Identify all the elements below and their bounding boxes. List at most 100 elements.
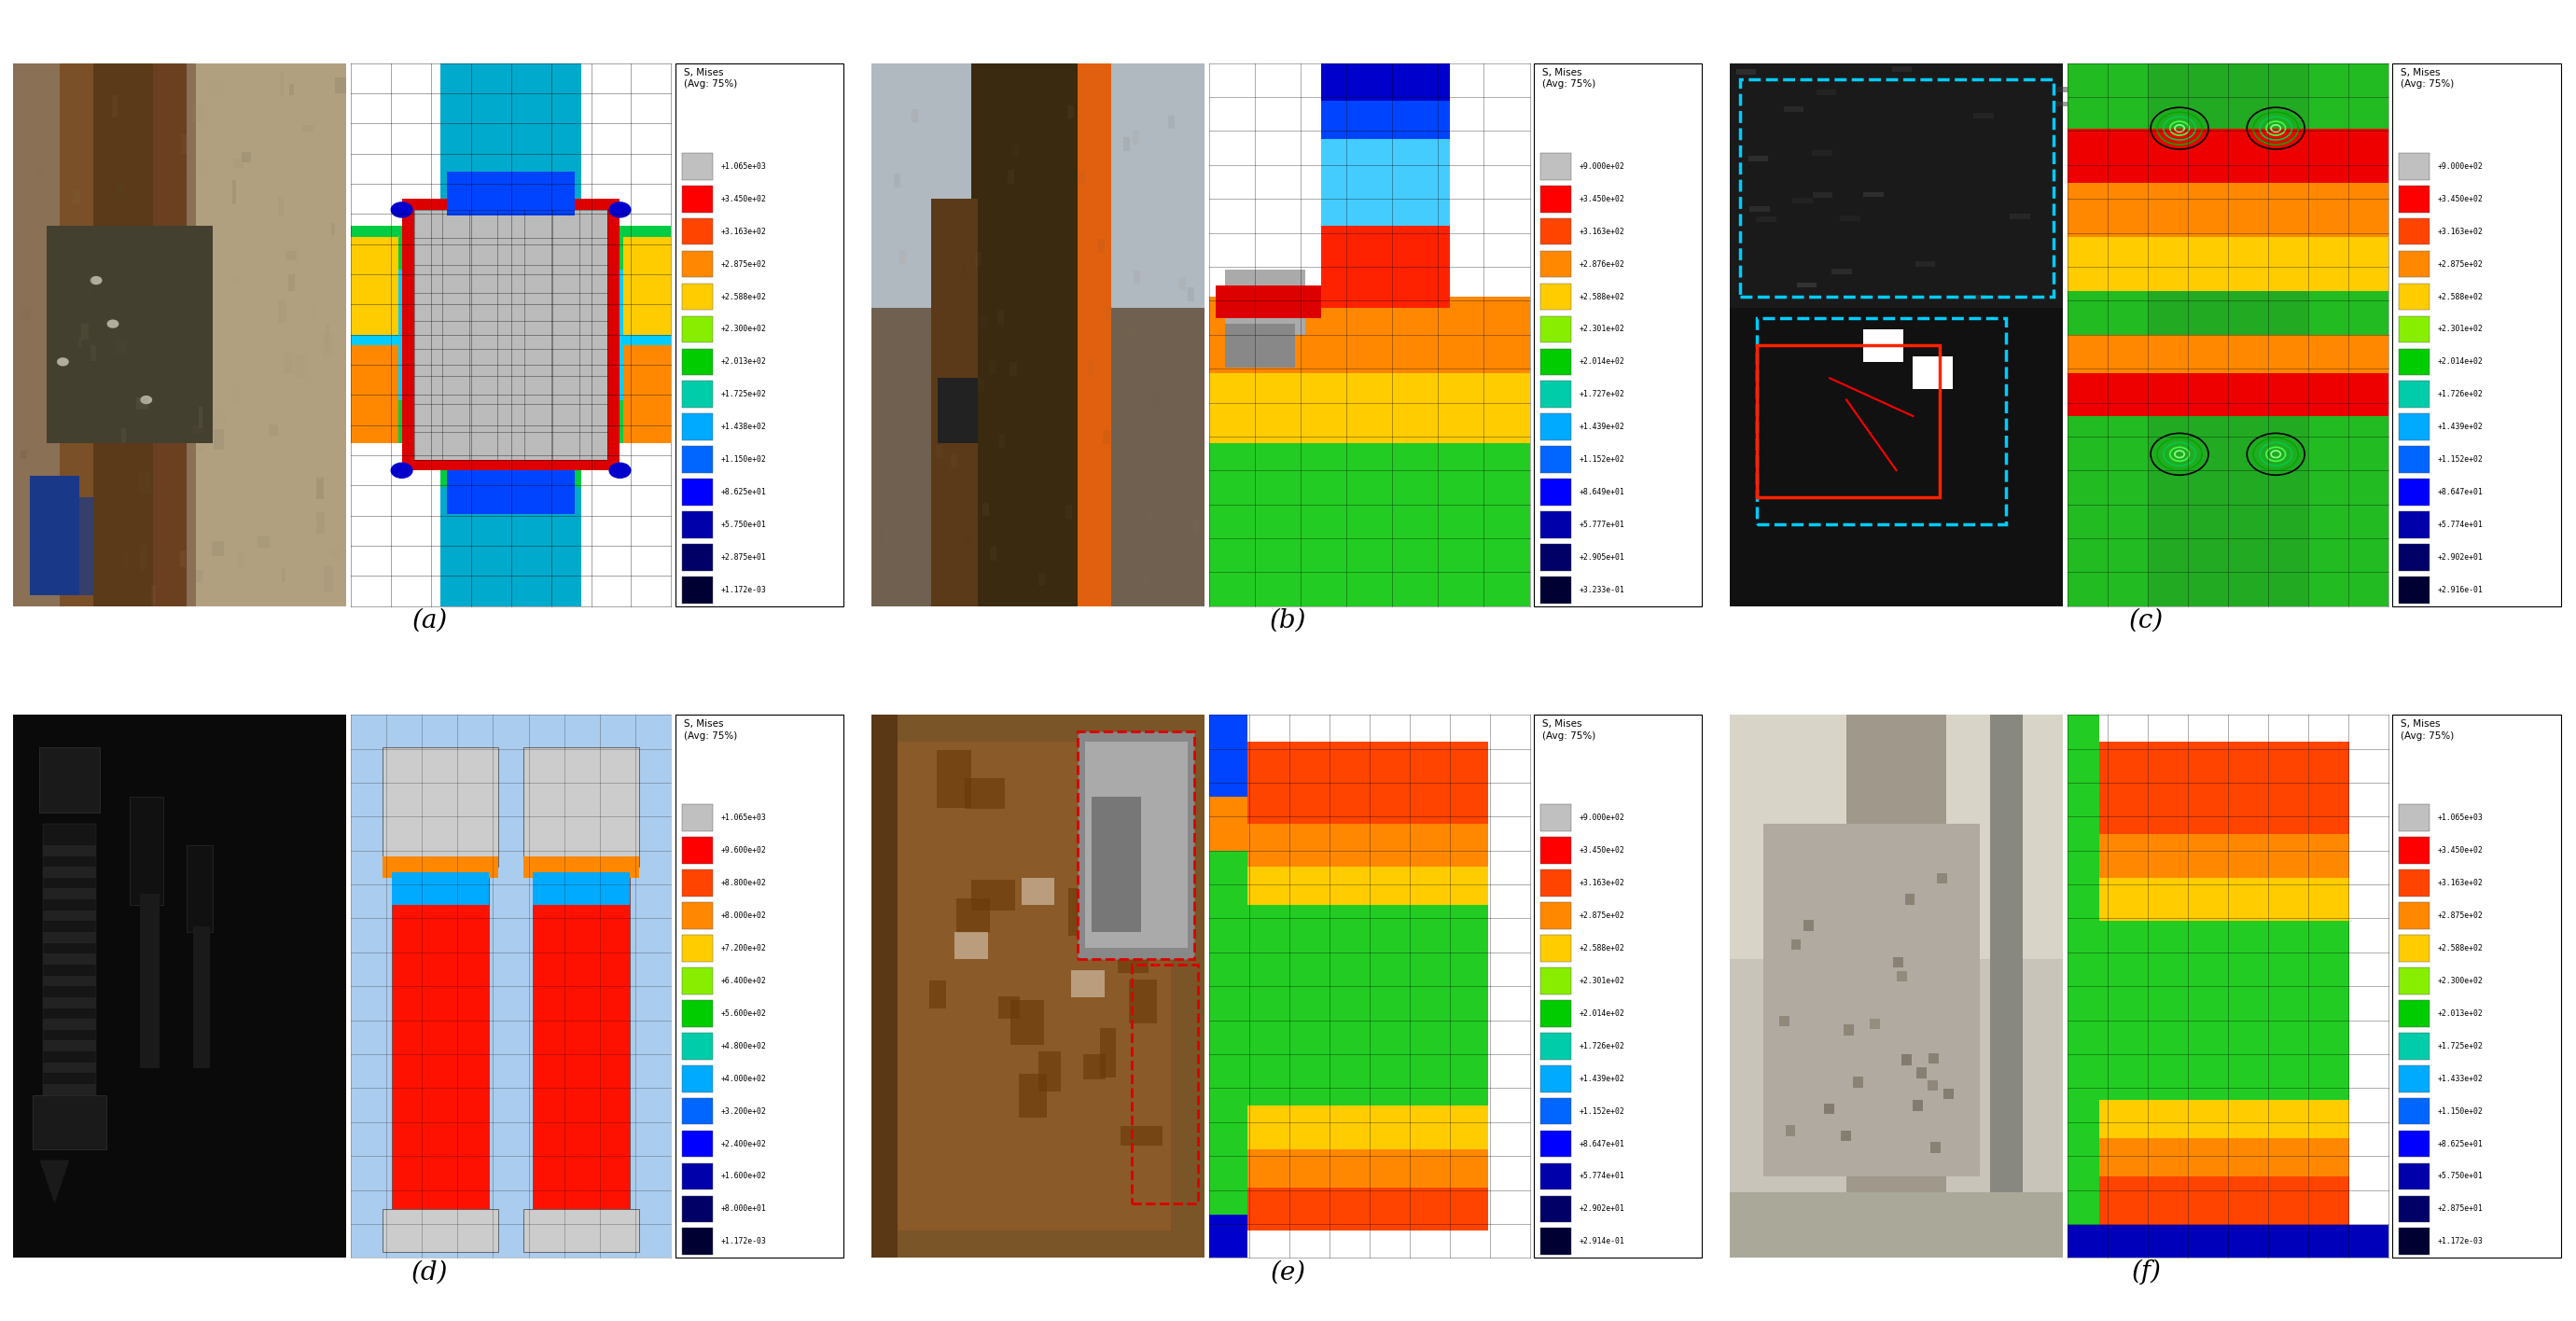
Text: (f): (f): [2130, 1259, 2161, 1285]
Bar: [1798, 283, 1816, 288]
Bar: [871, 715, 899, 1258]
Bar: [193, 103, 204, 122]
Bar: [180, 133, 188, 155]
Bar: [1870, 1018, 1880, 1029]
Bar: [152, 585, 155, 605]
Text: +8.800e+02: +8.800e+02: [721, 878, 768, 888]
Bar: [1082, 1054, 1105, 1079]
Text: +3.233e-01: +3.233e-01: [1579, 585, 1625, 594]
Bar: [1540, 218, 1571, 244]
Bar: [989, 547, 997, 560]
Bar: [1728, 63, 2063, 606]
Bar: [1793, 198, 1814, 203]
Bar: [440, 63, 582, 199]
Bar: [116, 338, 126, 355]
Bar: [77, 337, 82, 347]
Text: +1.172e-03: +1.172e-03: [2437, 1238, 2483, 1246]
Bar: [2398, 316, 2429, 342]
Text: +2.875e+01: +2.875e+01: [2437, 1205, 2483, 1213]
Text: +2.875e+02: +2.875e+02: [2437, 260, 2483, 268]
Bar: [966, 778, 1005, 808]
Bar: [44, 1085, 95, 1095]
Bar: [971, 63, 1087, 606]
Text: +5.600e+02: +5.600e+02: [721, 1009, 768, 1017]
Bar: [1118, 938, 1149, 972]
Bar: [59, 63, 93, 606]
Bar: [1540, 967, 1571, 995]
Bar: [2398, 153, 2429, 180]
Bar: [2398, 511, 2429, 538]
Bar: [683, 283, 714, 310]
Bar: [286, 251, 296, 260]
Bar: [1914, 357, 1953, 388]
Text: +2.300e+02: +2.300e+02: [2437, 976, 2483, 985]
Bar: [322, 333, 332, 357]
Bar: [1842, 1131, 1850, 1141]
Bar: [234, 159, 242, 168]
Bar: [999, 996, 1020, 1018]
Bar: [1247, 823, 1489, 867]
Bar: [981, 503, 989, 517]
Text: +1.725e+02: +1.725e+02: [721, 390, 768, 399]
Text: +1.150e+02: +1.150e+02: [2437, 1107, 2483, 1115]
Bar: [1973, 114, 1994, 119]
Bar: [1208, 715, 1530, 1258]
Bar: [1072, 970, 1105, 997]
Text: +1.150e+02: +1.150e+02: [721, 456, 768, 464]
Bar: [1103, 431, 1110, 444]
Bar: [1891, 66, 1911, 71]
Bar: [1038, 1052, 1061, 1092]
Bar: [392, 861, 489, 1214]
Bar: [956, 933, 989, 959]
Bar: [211, 415, 227, 423]
Bar: [1133, 271, 1141, 284]
Text: +9.000e+02: +9.000e+02: [2437, 162, 2483, 170]
Bar: [113, 95, 118, 118]
Bar: [2398, 544, 2429, 571]
Bar: [1208, 715, 1247, 797]
Text: +1.439e+02: +1.439e+02: [2437, 423, 2483, 431]
Bar: [350, 63, 672, 606]
Bar: [1170, 115, 1175, 129]
Bar: [2398, 1033, 2429, 1059]
Text: +3.450e+02: +3.450e+02: [1579, 847, 1625, 855]
Bar: [683, 544, 714, 571]
Bar: [1540, 1196, 1571, 1222]
Bar: [1216, 285, 1321, 318]
Bar: [1824, 1103, 1834, 1114]
Bar: [899, 250, 907, 263]
Bar: [935, 201, 940, 214]
Bar: [381, 856, 497, 877]
Bar: [2099, 1139, 2349, 1177]
Bar: [1247, 867, 1489, 905]
Bar: [2069, 373, 2388, 416]
Bar: [1012, 144, 1020, 159]
Bar: [675, 715, 845, 1258]
Bar: [1146, 507, 1154, 522]
Bar: [951, 454, 958, 468]
Bar: [683, 153, 714, 180]
Text: +3.450e+02: +3.450e+02: [2437, 847, 2483, 855]
Bar: [683, 576, 714, 604]
Bar: [2398, 1131, 2429, 1157]
Text: +7.200e+02: +7.200e+02: [721, 945, 768, 952]
Text: +2.014e+02: +2.014e+02: [1579, 1009, 1625, 1017]
Bar: [1540, 1098, 1571, 1124]
Bar: [1839, 215, 1860, 221]
Text: +2.014e+02: +2.014e+02: [1579, 358, 1625, 366]
Bar: [683, 1131, 714, 1157]
Bar: [283, 353, 294, 374]
Bar: [1540, 511, 1571, 538]
Bar: [675, 63, 845, 606]
Bar: [1321, 63, 1450, 606]
Bar: [2053, 102, 2074, 107]
Text: +8.625e+01: +8.625e+01: [721, 487, 768, 497]
Bar: [1247, 742, 1489, 823]
Bar: [683, 218, 714, 244]
Bar: [1540, 1033, 1571, 1059]
Circle shape: [57, 358, 70, 366]
Bar: [2099, 742, 2349, 1231]
Text: +5.777e+01: +5.777e+01: [1579, 520, 1625, 528]
Bar: [1020, 877, 1054, 905]
Bar: [198, 407, 204, 428]
